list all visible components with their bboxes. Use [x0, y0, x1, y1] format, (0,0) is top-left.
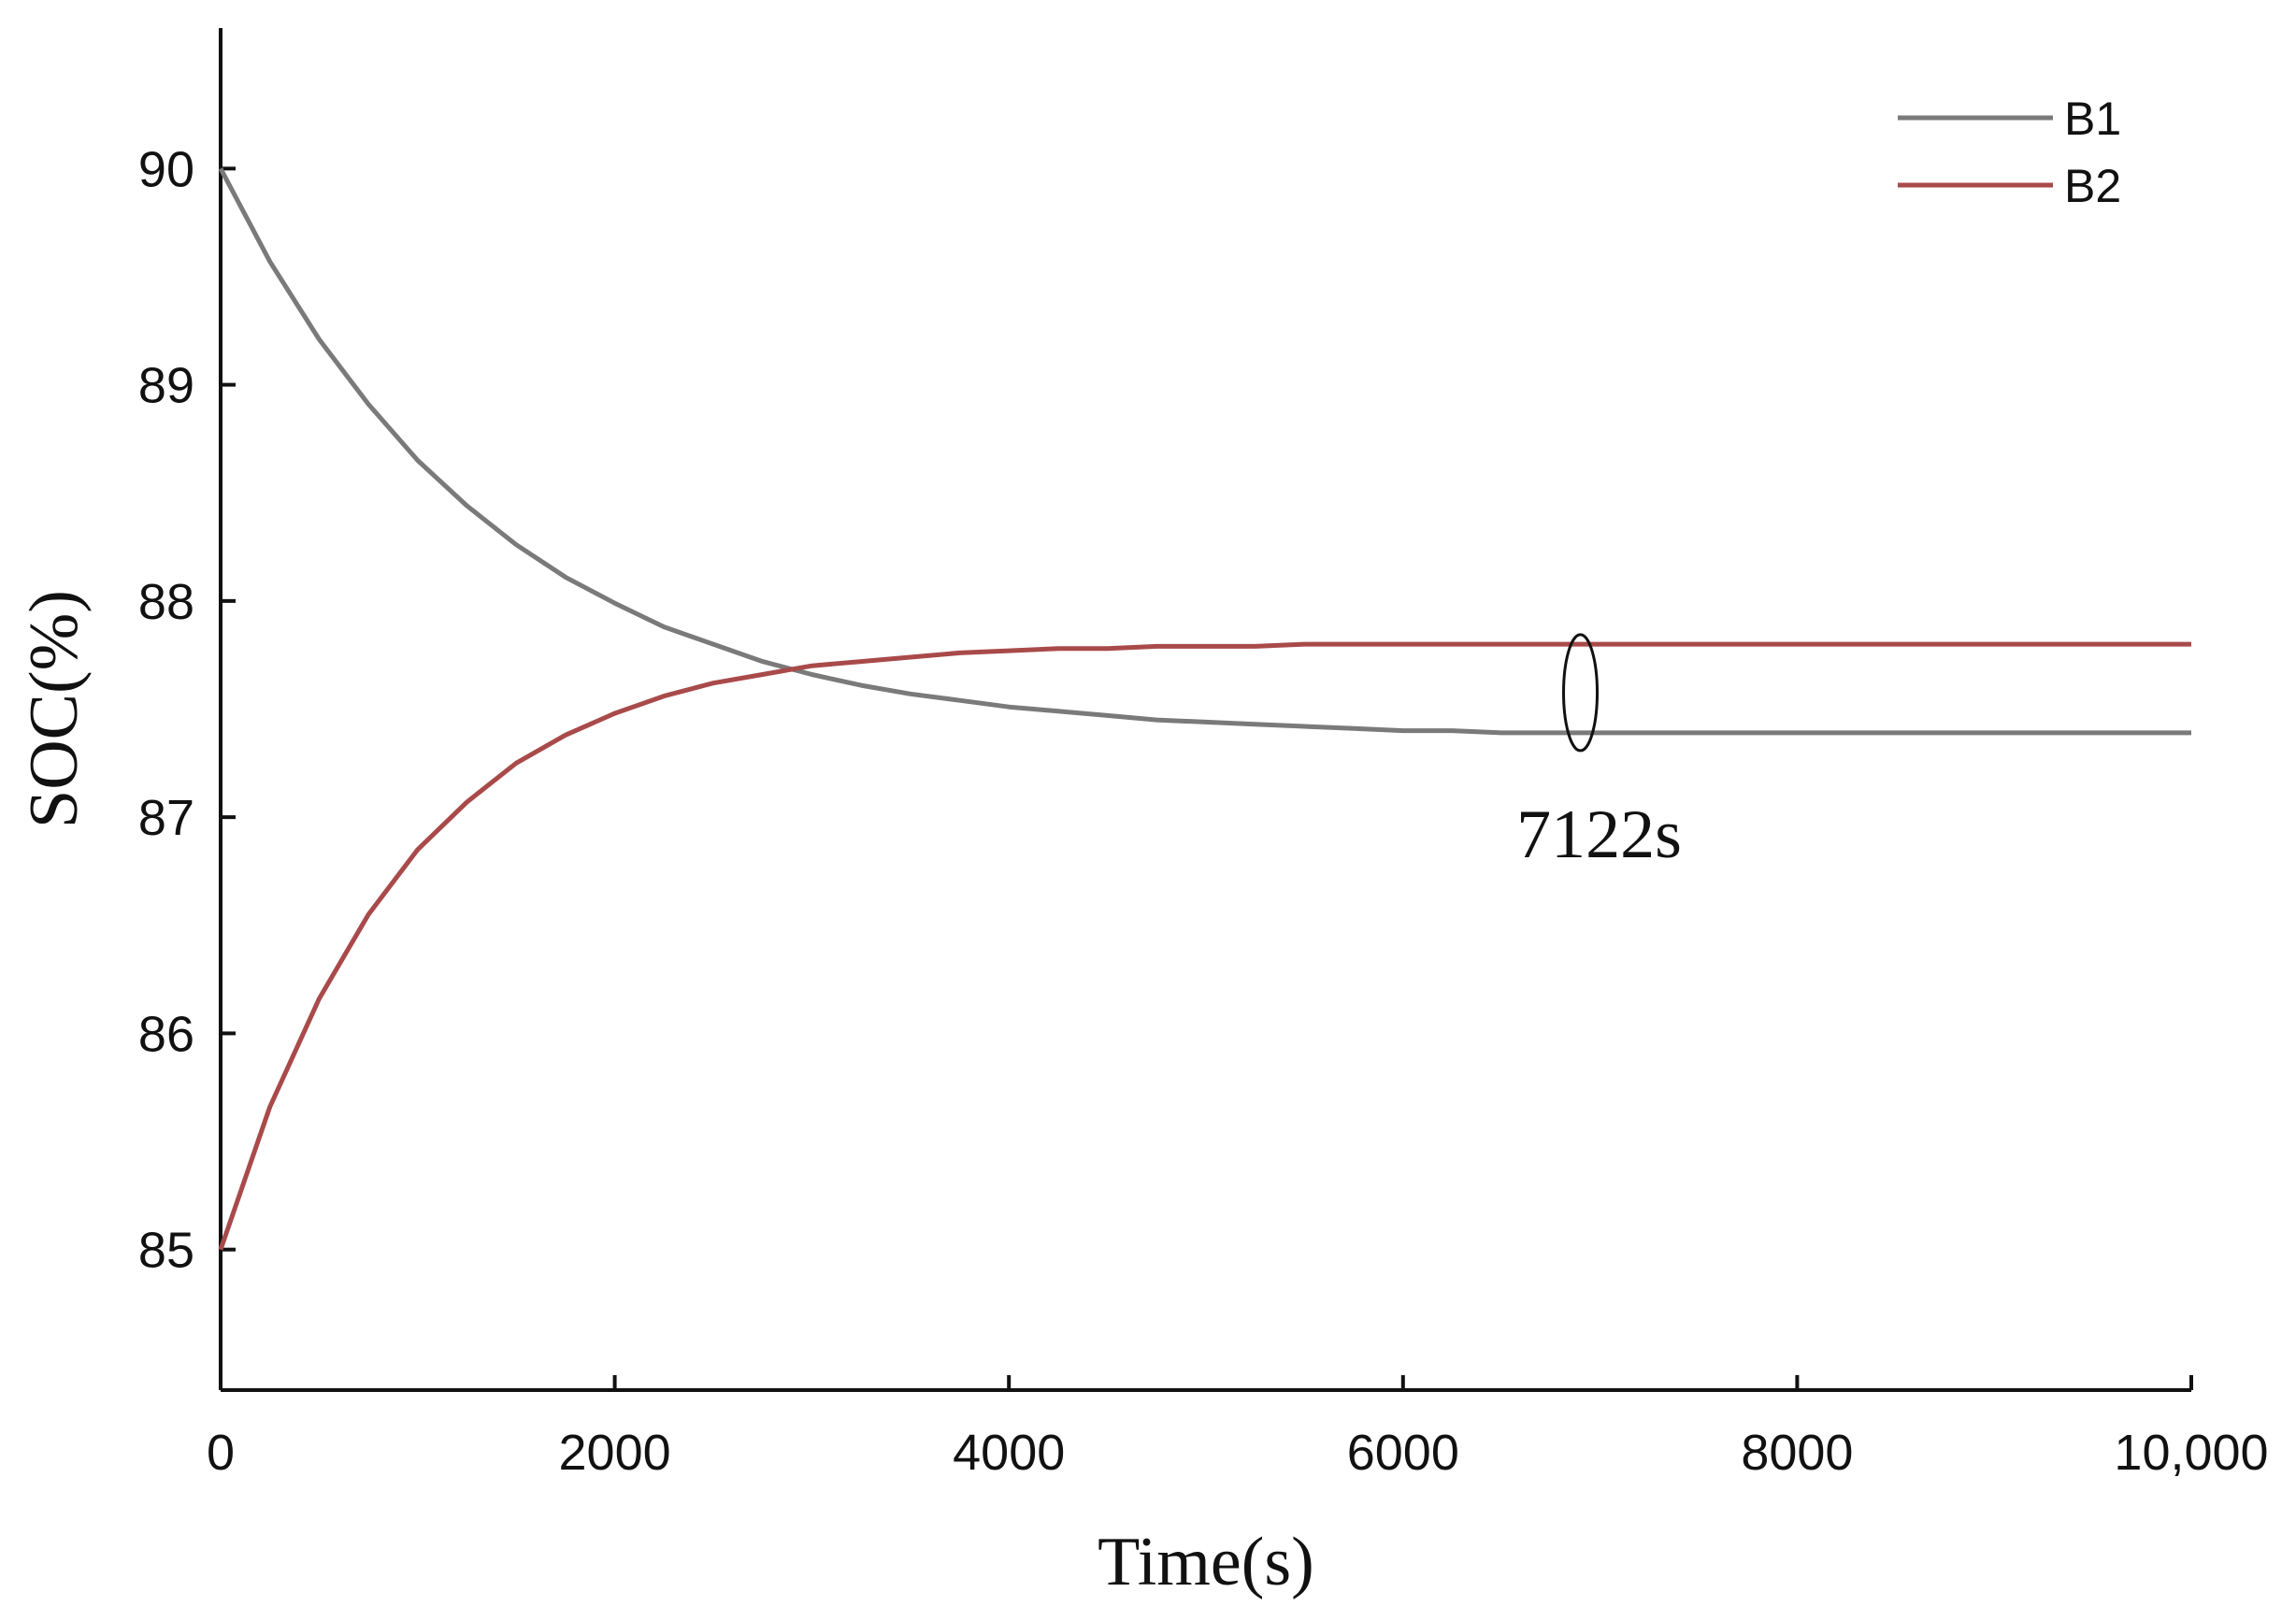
x-axis-title: Time(s) — [1098, 1524, 1314, 1600]
x-tick-label: 10,000 — [2114, 1425, 2268, 1481]
x-tick-label: 8000 — [1741, 1425, 1853, 1481]
x-tick-label: 6000 — [1347, 1425, 1459, 1481]
legend: B1 B2 — [1898, 93, 2121, 212]
convergence-time-label: 7122s — [1516, 796, 1682, 873]
x-tick-label: 2000 — [559, 1425, 671, 1481]
series-line-b1 — [218, 167, 2191, 736]
convergence-marker-ellipse — [1562, 633, 1600, 753]
y-tick-label: 90 — [138, 141, 194, 197]
series-layer — [218, 167, 2191, 1251]
y-tick-label: 85 — [138, 1223, 194, 1279]
annotation-layer: 7122s — [1516, 633, 1682, 873]
y-tick-label: 88 — [138, 574, 194, 630]
axes: 0 2000 4000 6000 8000 10,000 85 86 87 88 89 90 — [138, 28, 2269, 1481]
y-tick-label: 87 — [138, 790, 194, 846]
x-tick-label: 0 — [207, 1425, 235, 1481]
y-axis-title: SOC(%) — [16, 590, 93, 828]
y-tick-label: 89 — [138, 358, 194, 414]
legend-label-b2: B2 — [2064, 160, 2121, 212]
series-line-b2 — [218, 641, 2191, 1251]
x-tick-label: 4000 — [953, 1425, 1065, 1481]
y-tick-label: 86 — [138, 1006, 194, 1062]
legend-label-b1: B1 — [2064, 93, 2121, 145]
